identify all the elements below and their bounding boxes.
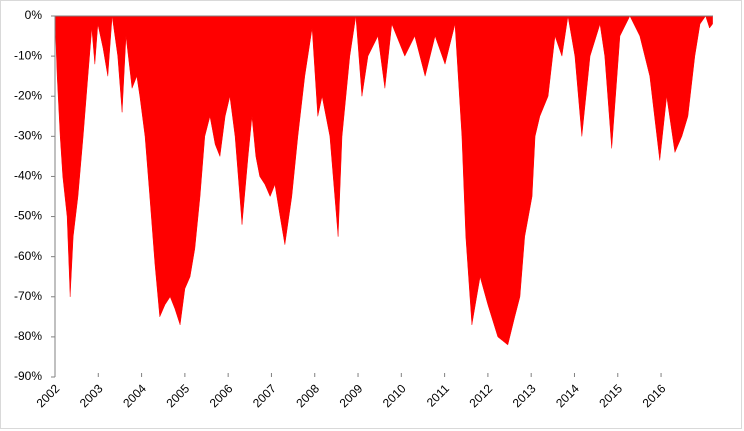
y-tick-label: -10% [14, 48, 42, 62]
y-tick-label: -70% [14, 289, 42, 303]
y-tick-label: 0% [25, 8, 43, 22]
y-tick-label: -40% [14, 169, 42, 183]
y-tick-label: -90% [14, 369, 42, 383]
y-tick-label: -30% [14, 129, 42, 143]
y-tick-label: -50% [14, 209, 42, 223]
y-tick-label: -20% [14, 88, 42, 102]
y-tick-label: -60% [14, 249, 42, 263]
drawdown-area [54, 15, 713, 346]
y-tick-label: -80% [14, 329, 42, 343]
